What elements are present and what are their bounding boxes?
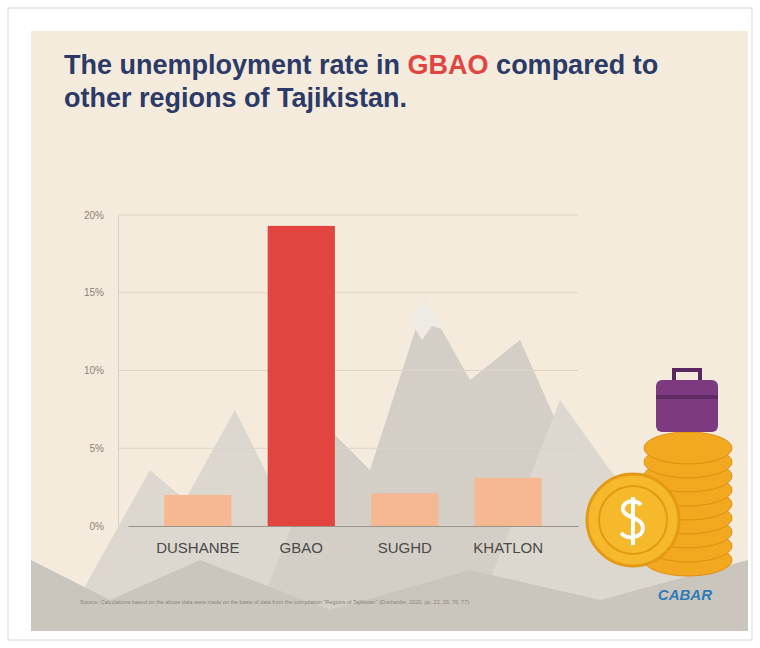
mountain [410, 300, 445, 340]
grid-line [118, 215, 578, 216]
mountain [31, 560, 748, 631]
x-tick-label: GBAO [280, 539, 323, 556]
logo-text: CABAR [658, 586, 712, 603]
x-tick: GBAO [280, 526, 323, 556]
bar [164, 495, 231, 526]
chart-root: The unemployment rate in GBAO compared t… [0, 0, 760, 648]
suitcase-strap [656, 395, 718, 399]
coin-front [587, 474, 679, 566]
y-tick-label: 0% [90, 521, 105, 532]
mountains [31, 300, 748, 631]
x-axis: DUSHANBE GBAO SUGHD KHATLON [129, 526, 579, 556]
grid-line [118, 448, 578, 449]
page-background [0, 0, 760, 648]
y-tick: 0% [90, 521, 118, 532]
bars [164, 226, 542, 526]
x-tick-label: SUGHD [378, 539, 432, 556]
bar [475, 478, 542, 526]
y-tick: 15% [84, 287, 118, 298]
suitcase-handle [674, 370, 700, 380]
x-tick-label: KHATLON [473, 539, 543, 556]
y-axis-line [118, 216, 119, 527]
y-tick-label: 15% [84, 287, 104, 298]
y-tick-label: 20% [84, 210, 104, 221]
y-axis: 0% 5% 10% 15% 20% [84, 210, 119, 532]
coin-symbol [621, 497, 643, 545]
card-border [8, 8, 752, 640]
coin [644, 432, 732, 464]
chart-title: The unemployment rate in GBAO compared t… [64, 50, 658, 113]
bar [268, 226, 335, 526]
x-tick: KHATLON [473, 526, 543, 556]
x-tick-label: DUSHANBE [156, 539, 239, 556]
grid-line [118, 370, 578, 371]
grid-line [118, 292, 578, 293]
source-note: Source: Calculations based on the above … [80, 599, 469, 605]
y-tick-label: 5% [90, 443, 105, 454]
x-tick: DUSHANBE [156, 526, 239, 556]
x-axis-line [129, 526, 579, 527]
y-tick-label: 10% [84, 365, 104, 376]
grid [118, 215, 578, 526]
y-tick: 20% [84, 210, 118, 221]
bar [371, 493, 438, 526]
coin-icon [587, 370, 732, 576]
panel-background [31, 31, 748, 631]
x-tick: SUGHD [378, 526, 432, 556]
suitcase [656, 380, 718, 432]
y-tick: 10% [84, 365, 118, 376]
coin-ring [599, 486, 667, 554]
y-tick: 5% [90, 443, 118, 454]
